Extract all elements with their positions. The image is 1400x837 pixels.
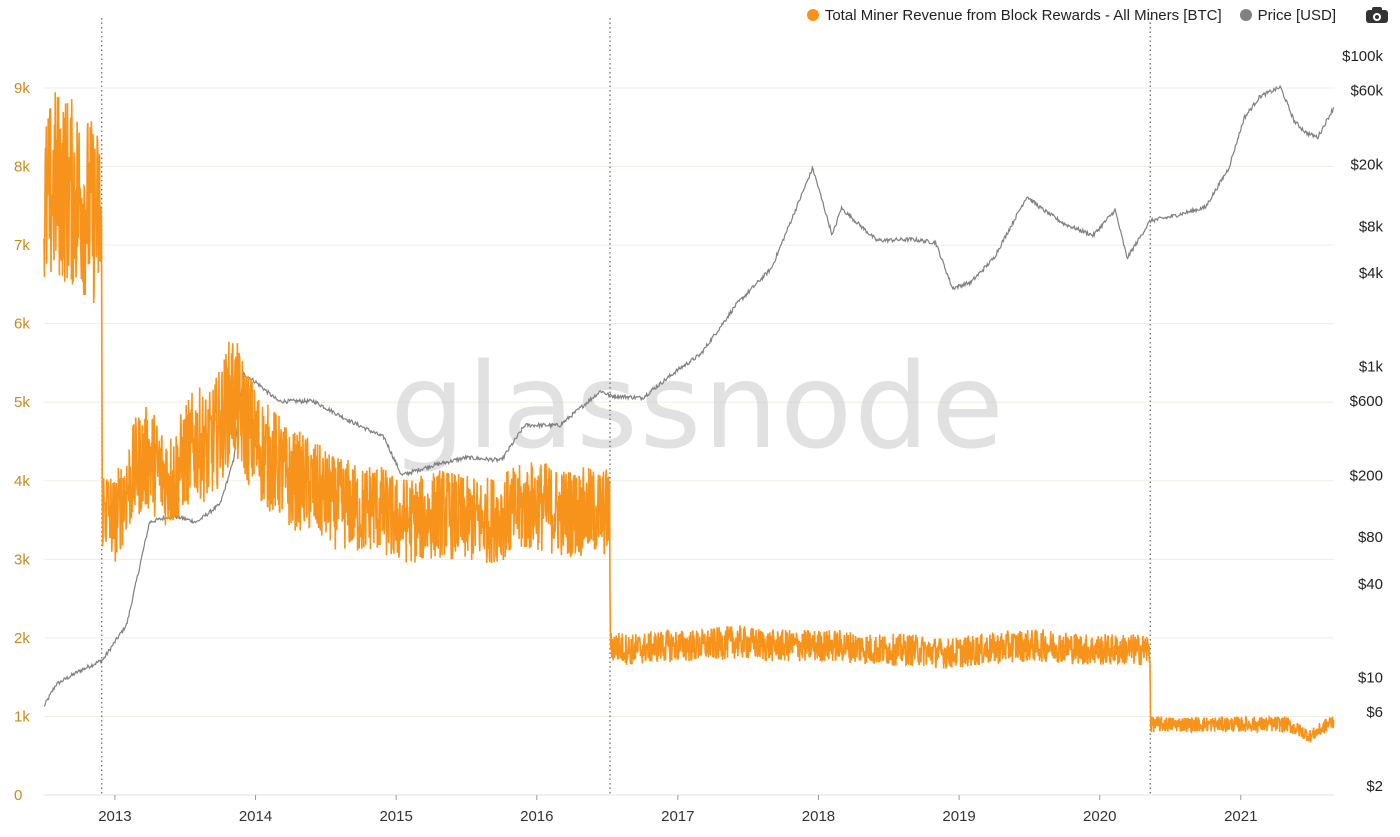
left-tick-label: 5k [14,394,30,411]
camera-icon[interactable] [1366,7,1388,23]
x-tick-label: 2021 [1224,808,1257,825]
grid-lines [44,87,1334,796]
watermark-text: glassnode [390,337,1005,475]
left-tick-label: 4k [14,473,30,490]
left-tick-label: 3k [14,551,30,568]
right-tick-label: $40 [1358,576,1383,593]
legend-label-price: Price [USD] [1257,6,1336,24]
right-tick-label: $600 [1350,393,1383,410]
x-tick-label: 2014 [239,808,272,825]
x-tick-label: 2016 [520,808,553,825]
left-tick-label: 7k [14,237,30,254]
x-tick-label: 2015 [379,808,412,825]
price-line [44,84,1335,707]
left-tick-label: 6k [14,316,30,333]
left-tick-label: 8k [14,159,30,176]
right-axis: $2 $6 $10 $40 $80 $200 $600 $1k $4k $8k $20k $60k $1… [1342,48,1383,795]
revenue-line [43,92,1335,743]
legend-item-price[interactable]: Price [USD] [1239,6,1336,24]
x-tick-label: 2017 [661,808,694,825]
right-tick-label: $1k [1359,359,1384,376]
legend-item-revenue[interactable]: Total Miner Revenue from Block Rewards -… [806,6,1222,24]
right-tick-label: $80 [1358,529,1383,546]
x-tick-label: 2020 [1083,808,1116,825]
left-axis: 0 1k 2k 3k 4k 5k 6k 7k 8k 9k [14,80,30,804]
right-tick-label: $8k [1359,218,1384,235]
right-tick-label: $10 [1358,669,1383,686]
revenue-series-layer [43,92,1335,743]
legend-label-revenue: Total Miner Revenue from Block Rewards -… [824,6,1222,24]
x-tick-label: 2019 [942,808,975,825]
x-tick-label: 2018 [802,808,835,825]
legend-dot-revenue [806,9,819,21]
right-tick-label: $20k [1350,157,1383,174]
x-axis: 2013 2014 2015 2016 2017 2018 2019 2020 2021 [98,795,1257,825]
right-tick-label: $100k [1342,48,1383,65]
right-tick-label: $200 [1350,467,1383,484]
price-series-layer [44,84,1335,707]
right-tick-label: $2 [1366,778,1383,795]
legend: Total Miner Revenue from Block Rewards -… [806,3,1388,27]
left-tick-label: 1k [14,708,30,725]
right-tick-label: $6 [1366,704,1383,721]
left-tick-label: 2k [14,630,30,647]
legend-dot-price [1239,9,1252,21]
right-tick-label: $60k [1350,82,1383,99]
left-tick-label: 0 [14,787,22,804]
x-tick-label: 2013 [98,808,131,825]
left-tick-label: 9k [14,80,30,97]
right-tick-label: $4k [1359,265,1384,282]
